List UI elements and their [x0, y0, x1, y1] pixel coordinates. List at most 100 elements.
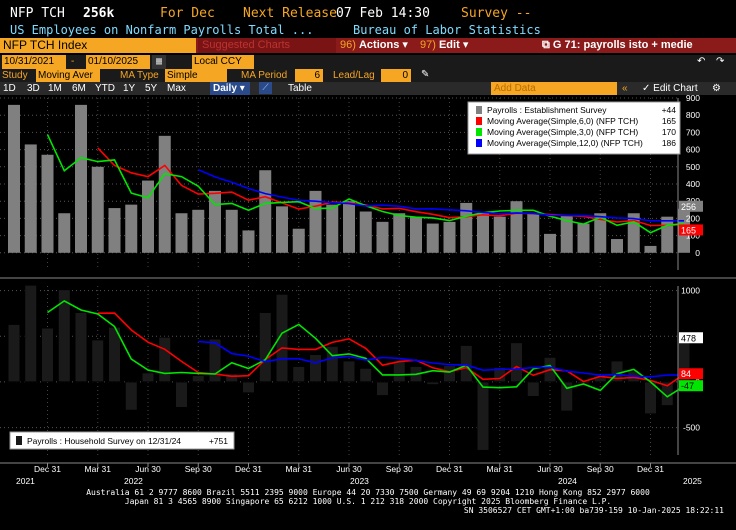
- x-year-label: 2023: [350, 476, 369, 486]
- top-ytick-label: 500: [686, 162, 700, 172]
- period-6m[interactable]: 6M: [72, 83, 86, 94]
- badge-bottom-ma6-bg: [679, 368, 703, 380]
- end-date-field[interactable]: 01/10/2025: [86, 55, 150, 69]
- period-1d[interactable]: 1D: [3, 83, 16, 94]
- ma-type-dropdown[interactable]: Simple: [165, 69, 227, 82]
- footer-line-2: Japan 81 3 4565 8900 Singapore 65 6212 1…: [124, 497, 612, 506]
- top-bar: [75, 104, 87, 253]
- edit-menu[interactable]: 97) Edit ▾: [420, 38, 480, 53]
- header-value: 256k: [83, 6, 115, 21]
- bottom-line-ma3: [47, 299, 685, 398]
- top-bar: [142, 180, 154, 253]
- period-ytd[interactable]: YTD: [95, 83, 115, 94]
- actions-label: Actions: [358, 39, 400, 51]
- study-row: Study Moving Aver MA Type Simple MA Peri…: [0, 69, 736, 83]
- pencil-icon[interactable]: ✎: [421, 69, 430, 80]
- source: Bureau of Labor Statistics: [353, 23, 541, 37]
- for-label: For Dec: [160, 6, 215, 21]
- top-bar: [577, 223, 590, 253]
- badge-top-ma6-bg: [679, 224, 703, 236]
- calendar-icon[interactable]: ▦: [152, 55, 166, 69]
- top-bar: [544, 233, 556, 253]
- frequency-dropdown[interactable]: Daily ▾: [210, 82, 250, 95]
- legend-swatch-red: [476, 117, 482, 125]
- top-ytick-label: 400: [686, 179, 700, 189]
- bottom-bar: [225, 373, 239, 383]
- legend-top-1-last: 165: [662, 116, 676, 126]
- add-data-field[interactable]: Add Data: [491, 82, 617, 95]
- badge-bottom-ma6: 84: [681, 369, 691, 379]
- start-date-field[interactable]: 10/31/2021: [2, 55, 66, 69]
- ma-period-label: MA Period: [241, 70, 288, 81]
- period-1m[interactable]: 1M: [48, 83, 62, 94]
- x-tick-label: Jun 30: [135, 464, 161, 474]
- legend-swatch-green: [476, 128, 482, 136]
- legend-top-2: Moving Average(Simple,3,0) (NFP TCH): [487, 127, 638, 137]
- line-chart-icon[interactable]: ⟋: [259, 82, 272, 94]
- x-tick-label: Mar 31: [85, 464, 112, 474]
- top-bar: [426, 223, 439, 253]
- redo-icon[interactable]: ↷: [716, 56, 725, 67]
- top-bars: [8, 104, 690, 253]
- bottom-bar: [275, 293, 289, 383]
- top-bar: [309, 190, 322, 253]
- bottom-bar: [476, 381, 490, 451]
- suggested-charts-dropdown[interactable]: Suggested Charts: [198, 38, 336, 53]
- double-chevron-left-icon[interactable]: «: [622, 83, 628, 94]
- top-bar: [242, 230, 255, 253]
- bottom-bar: [258, 311, 272, 383]
- top-bar: [661, 216, 674, 253]
- top-bar: [510, 201, 523, 253]
- x-year-label: 2025: [683, 476, 702, 486]
- bottom-bar: [392, 360, 406, 383]
- x-tick-label: Sep 30: [386, 464, 413, 474]
- edit-number: 97): [420, 39, 436, 51]
- period-1y[interactable]: 1Y: [123, 83, 136, 94]
- description: US Employees on Nonfarm Payrolls Total .…: [10, 23, 314, 37]
- lead-lag-label: Lead/Lag: [333, 70, 375, 81]
- top-bar: [225, 209, 238, 253]
- bottom-bar: [242, 381, 255, 394]
- ma-period-field[interactable]: 6: [295, 69, 323, 82]
- actions-menu[interactable]: 96) Actions ▾: [340, 38, 412, 53]
- top-bar: [343, 201, 355, 253]
- edit-label: Edit: [438, 39, 460, 51]
- chart-title[interactable]: ⧉ G 71: payrolls isto + medie: [542, 38, 736, 53]
- top-bar: [644, 245, 657, 253]
- period-3d[interactable]: 3D: [27, 83, 40, 94]
- settings-icon[interactable]: ⚙: [712, 83, 721, 94]
- study-dropdown[interactable]: Moving Aver: [36, 69, 100, 82]
- badge-top-last: 256: [681, 202, 696, 212]
- top-bar: [560, 214, 573, 253]
- bottom-bar: [41, 327, 54, 383]
- undo-icon[interactable]: ↶: [697, 56, 706, 67]
- bottom-legend: Payrolls : Household Survey on 12/31/24 …: [9, 431, 235, 450]
- bottom-bar: [141, 372, 155, 383]
- top-bar: [410, 216, 422, 253]
- chart-title-text: G 71: payrolls isto + medie: [552, 39, 693, 51]
- bottom-bar: [175, 381, 188, 408]
- ma-type-label: MA Type: [120, 70, 159, 81]
- security-field[interactable]: NFP TCH Index: [0, 38, 196, 53]
- chevron-down-icon: ▾: [462, 39, 469, 51]
- edit-chart-button[interactable]: ✓ Edit Chart: [642, 83, 698, 94]
- legend-top-1: Moving Average(Simple,6,0) (NFP TCH): [487, 116, 638, 126]
- currency-dropdown[interactable]: Local CCY: [192, 55, 254, 69]
- bottom-bar: [426, 381, 440, 386]
- x-tick-label: Mar 31: [487, 464, 514, 474]
- footer-line-3: SN 3506527 CET GMT+1:00 ba739-159 10-Jan…: [463, 506, 724, 515]
- footer-line-1: Australia 61 2 9777 8600 Brazil 5511 239…: [86, 488, 650, 497]
- ticker: NFP TCH: [10, 6, 65, 21]
- legend-bottom-0-last: +751: [209, 436, 228, 446]
- x-tick-label: Jun 30: [537, 464, 563, 474]
- toolbar: NFP TCH Index Suggested Charts 96) Actio…: [0, 38, 736, 53]
- top-ytick-label: 200: [686, 213, 700, 223]
- x-tick-label: Jun 30: [336, 464, 362, 474]
- top-bar: [493, 216, 506, 253]
- period-5y[interactable]: 5Y: [145, 83, 158, 94]
- lead-lag-field[interactable]: 0: [381, 69, 411, 82]
- period-max[interactable]: Max: [167, 83, 186, 94]
- table-button[interactable]: Table: [288, 83, 312, 94]
- bottom-bar: [459, 344, 473, 383]
- footer: Australia 61 2 9777 8600 Brazil 5511 239…: [0, 487, 736, 530]
